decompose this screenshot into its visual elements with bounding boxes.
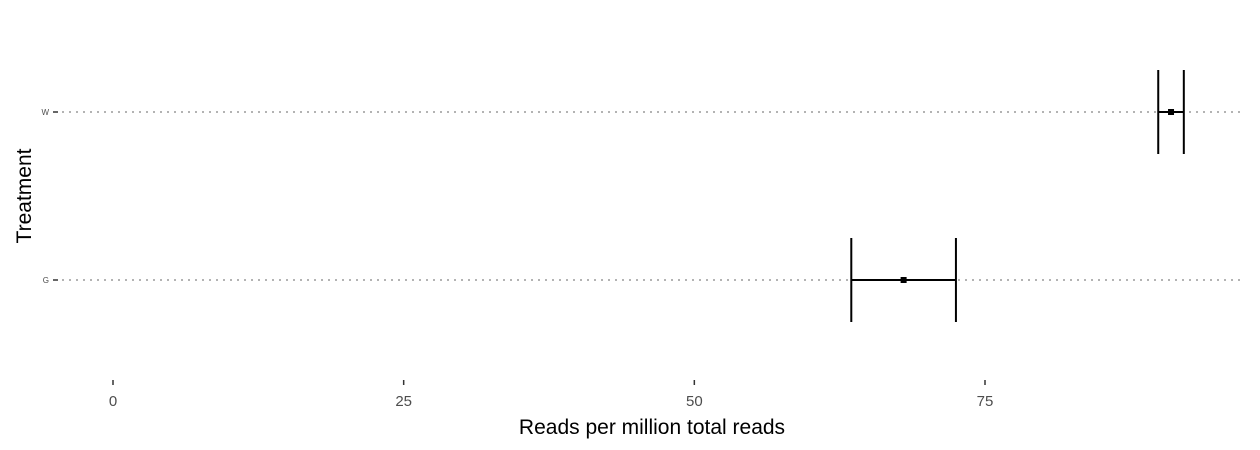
x-tick-label-75: 75 <box>977 393 994 410</box>
y-axis-tick-labels: WG <box>41 108 49 285</box>
data-point-g <box>900 277 907 283</box>
data-marks <box>850 70 1185 322</box>
x-tick-label-50: 50 <box>686 393 703 410</box>
guide-lines <box>62 111 1240 281</box>
y-tick-label-w: W <box>41 108 49 117</box>
x-tick-label-0: 0 <box>109 393 117 410</box>
x-axis-tick-labels: 0 25 50 75 <box>109 393 994 410</box>
data-point-w <box>1168 109 1175 115</box>
x-axis-ticks <box>112 380 986 385</box>
y-tick-label-g: G <box>43 276 49 285</box>
y-axis-ticks <box>53 111 58 281</box>
x-axis-title: Reads per million total reads <box>519 416 785 439</box>
x-tick-label-25: 25 <box>395 393 412 410</box>
y-axis-title: Treatment <box>13 148 36 243</box>
